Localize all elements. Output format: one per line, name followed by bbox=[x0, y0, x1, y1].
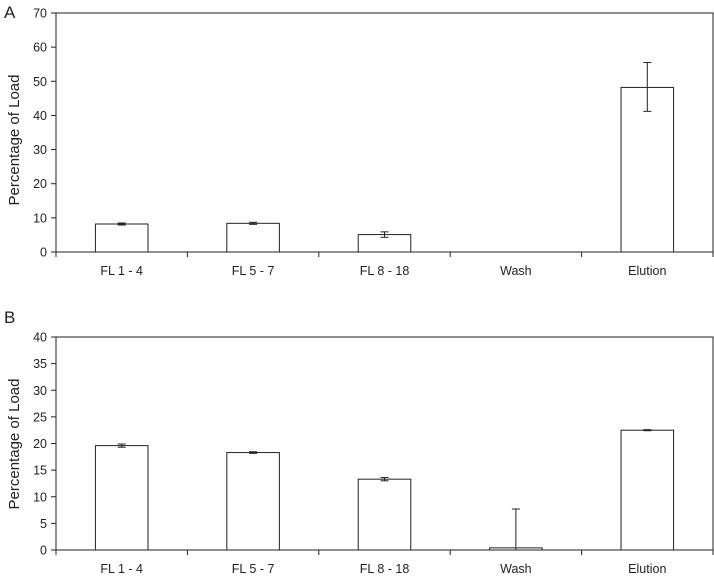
y-tick-label-a-1: 10 bbox=[33, 211, 47, 225]
bar-b-4 bbox=[620, 429, 675, 551]
y-tick-label-a-0: 0 bbox=[40, 246, 47, 260]
bars-a bbox=[94, 86, 675, 253]
bar-a-4 bbox=[620, 86, 675, 253]
panel-b: B Percentage of Load 0 5 10 15 20 25 30 35 40 FL… bbox=[4, 308, 714, 576]
category-label-a-4: Elution bbox=[628, 264, 666, 278]
y-tick-label-b-6: 30 bbox=[33, 384, 47, 398]
y-tick-label-b-5: 25 bbox=[33, 410, 47, 424]
y-tick-label-b-4: 20 bbox=[33, 437, 47, 451]
category-label-a-2: FL 8 - 18 bbox=[360, 264, 410, 278]
y-tick-label-a-2: 20 bbox=[33, 177, 47, 191]
error-bar-b-0 bbox=[117, 443, 126, 448]
y-tick-label-b-1: 5 bbox=[40, 517, 47, 531]
category-label-a-1: FL 5 - 7 bbox=[232, 264, 275, 278]
error-bar-b-2 bbox=[380, 477, 389, 482]
bar-a-1 bbox=[226, 222, 280, 253]
error-bar-a-4 bbox=[643, 62, 652, 112]
category-label-b-2: FL 8 - 18 bbox=[360, 562, 410, 576]
error-bars-a bbox=[117, 62, 652, 238]
y-axis-label-b: Percentage of Load bbox=[6, 379, 23, 510]
plot-frame-a bbox=[55, 12, 714, 253]
error-bar-b-1 bbox=[249, 451, 258, 454]
category-label-b-1: FL 5 - 7 bbox=[232, 562, 275, 576]
x-ticks-b: FL 1 - 4 FL 5 - 7 FL 8 - 18 Wash Elution bbox=[55, 550, 714, 576]
category-label-b-3: Wash bbox=[500, 562, 532, 576]
error-bar-a-2 bbox=[380, 231, 389, 238]
y-tick-label-b-8: 40 bbox=[33, 331, 47, 345]
category-label-b-4: Elution bbox=[628, 562, 666, 576]
plot-frame-b bbox=[55, 336, 714, 551]
x-ticks-a: FL 1 - 4 FL 5 - 7 FL 8 - 18 Wash Elution bbox=[55, 252, 714, 278]
y-axis-label-a: Percentage of Load bbox=[6, 75, 23, 206]
error-bar-a-0 bbox=[117, 222, 126, 226]
y-tick-label-b-2: 10 bbox=[33, 490, 47, 504]
bar-a-0 bbox=[94, 223, 149, 253]
panel-letter-a: A bbox=[4, 3, 16, 22]
bar-b-1 bbox=[226, 452, 280, 551]
y-tick-label-a-7: 70 bbox=[33, 7, 47, 21]
y-tick-label-b-7: 35 bbox=[33, 357, 47, 371]
y-tick-label-a-5: 50 bbox=[33, 75, 47, 89]
panel-letter-b: B bbox=[4, 308, 15, 327]
y-ticks-a: 0 10 20 30 40 50 60 70 bbox=[33, 7, 56, 260]
y-tick-label-b-3: 15 bbox=[33, 464, 47, 478]
error-bar-b-4 bbox=[643, 429, 652, 432]
y-ticks-b: 0 5 10 15 20 25 30 35 40 bbox=[33, 331, 56, 558]
category-label-a-3: Wash bbox=[500, 264, 532, 278]
y-tick-label-b-0: 0 bbox=[40, 544, 47, 558]
bar-b-2 bbox=[357, 478, 412, 551]
error-bars-b bbox=[117, 429, 652, 551]
category-label-a-0: FL 1 - 4 bbox=[100, 264, 143, 278]
panel-a: A Percentage of Load 0 10 20 30 40 50 60 70 FL … bbox=[4, 3, 714, 278]
error-bar-a-1 bbox=[249, 221, 258, 225]
y-tick-label-a-3: 30 bbox=[33, 143, 47, 157]
bars-b bbox=[94, 429, 675, 551]
bar-b-0 bbox=[94, 445, 149, 551]
y-tick-label-a-6: 60 bbox=[33, 41, 47, 55]
y-tick-label-a-4: 40 bbox=[33, 109, 47, 123]
error-bar-b-3 bbox=[511, 508, 520, 551]
category-label-b-0: FL 1 - 4 bbox=[100, 562, 143, 576]
